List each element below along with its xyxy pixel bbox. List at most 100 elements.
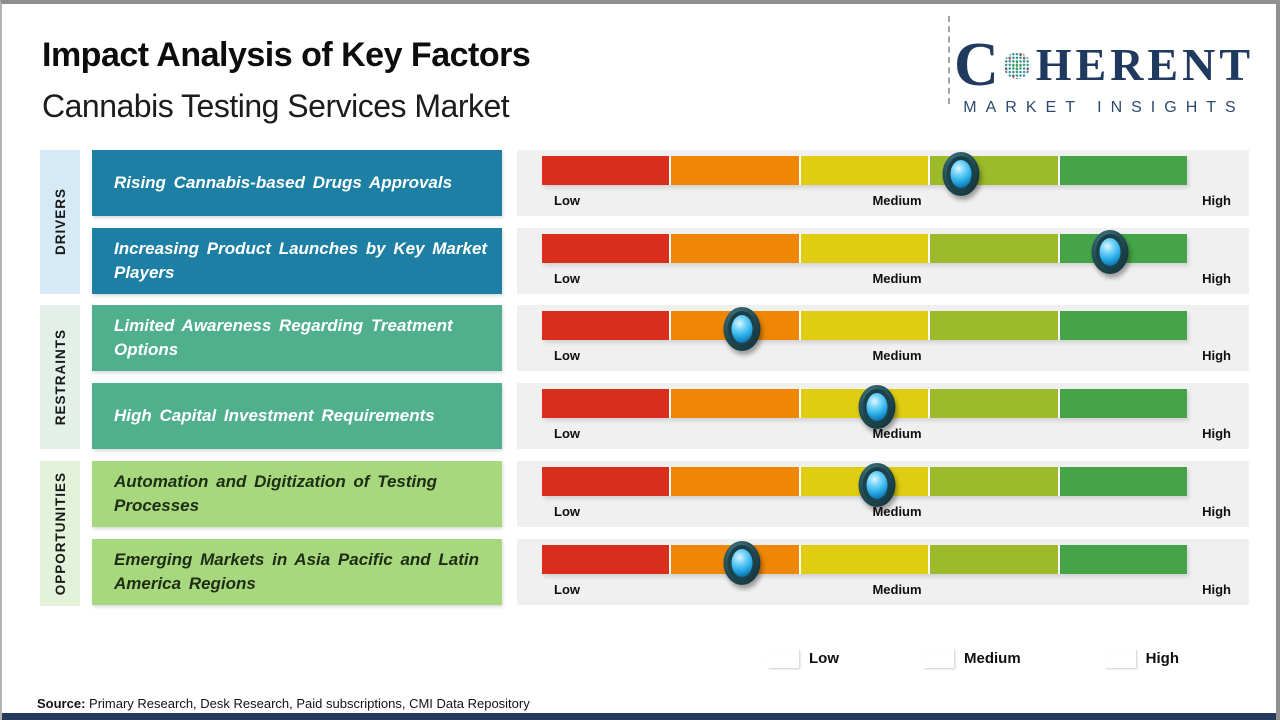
scale-segment	[671, 467, 799, 496]
scale-segment	[542, 311, 670, 340]
group-panel-restraints: RESTRAINTS	[40, 305, 80, 449]
impact-bar	[542, 230, 1188, 274]
tick-high: High	[1202, 348, 1231, 363]
scale-segment	[542, 389, 670, 418]
tick-low: Low	[554, 193, 580, 208]
impact-track: Low Medium High	[517, 539, 1249, 605]
factor-label: High Capital Investment Requirements	[92, 383, 502, 449]
factor-label: Increasing Product Launches by Key Marke…	[92, 228, 502, 294]
impact-track: Low Medium High	[517, 461, 1249, 527]
factor-row: Increasing Product Launches by Key Marke…	[40, 228, 1249, 294]
logo-letter-c: C	[954, 31, 999, 99]
impact-track: Low Medium High	[517, 150, 1249, 216]
tick-medium: Medium	[872, 193, 922, 208]
impact-marker	[942, 152, 980, 196]
impact-marker	[723, 307, 761, 351]
tick-low: Low	[554, 426, 580, 441]
legend-label: High	[1145, 650, 1179, 667]
factor-row: Automation and Digitization of Testing P…	[40, 461, 1249, 527]
legend-label: Low	[809, 650, 839, 667]
scale-segment	[800, 234, 929, 263]
tick-medium: Medium	[872, 582, 922, 597]
tick-medium: Medium	[872, 426, 922, 441]
legend: Low Medium High	[768, 649, 1179, 668]
factor-label: Emerging Markets in Asia Pacific and Lat…	[92, 539, 502, 605]
scale-segment	[930, 311, 1058, 340]
impact-bar	[542, 307, 1188, 351]
tick-high: High	[1202, 504, 1231, 519]
tick-medium: Medium	[872, 271, 922, 286]
tick-high: High	[1202, 271, 1231, 286]
tick-high: High	[1202, 582, 1231, 597]
factor-label: Automation and Digitization of Testing P…	[92, 461, 502, 527]
impact-bar	[542, 541, 1188, 585]
impact-track: Low Medium High	[517, 383, 1249, 449]
legend-item-high: High	[1105, 649, 1179, 668]
page-subtitle: Cannabis Testing Services Market	[42, 88, 510, 124]
tick-medium: Medium	[872, 504, 922, 519]
scale-segment	[1059, 545, 1188, 574]
legend-swatch-high	[1105, 649, 1136, 668]
tick-high: High	[1202, 193, 1231, 208]
impact-chart: DRIVERS RESTRAINTS OPPORTUNITIES Rising …	[40, 150, 1249, 609]
factor-label: Rising Cannabis-based Drugs Approvals	[92, 150, 502, 216]
scale-segment	[542, 467, 670, 496]
tick-low: Low	[554, 504, 580, 519]
legend-item-low: Low	[768, 649, 839, 668]
logo-letters-herent: HERENT	[1035, 39, 1254, 90]
impact-track: Low Medium High	[517, 228, 1249, 294]
source-note: Source: Primary Research, Desk Research,…	[37, 696, 530, 711]
scale-segment	[671, 389, 799, 418]
factor-row: Rising Cannabis-based Drugs Approvals Lo…	[40, 150, 1249, 216]
group-panel-opportunities: OPPORTUNITIES	[40, 461, 80, 606]
impact-bar	[542, 385, 1188, 429]
impact-marker	[723, 541, 761, 585]
source-text: Primary Research, Desk Research, Paid su…	[85, 696, 530, 711]
impact-track: Low Medium High	[517, 305, 1249, 371]
scale-segment	[930, 545, 1058, 574]
scale-segment	[800, 545, 929, 574]
scale-segment	[1059, 389, 1188, 418]
tick-low: Low	[554, 582, 580, 597]
source-label: Source:	[37, 696, 86, 711]
logo-wordmark: C	[954, 34, 1254, 96]
tick-medium: Medium	[872, 348, 922, 363]
factor-row: Emerging Markets in Asia Pacific and Lat…	[40, 539, 1249, 605]
logo-globe-icon	[1003, 52, 1031, 80]
scale-segment	[1059, 156, 1188, 185]
scale-segment	[542, 156, 670, 185]
legend-label: Medium	[964, 650, 1021, 667]
scale-segment	[800, 311, 929, 340]
scale-segment	[930, 389, 1058, 418]
scale-segment	[930, 467, 1058, 496]
scale-segment	[671, 234, 799, 263]
scale-segment	[930, 234, 1058, 263]
legend-swatch-medium	[923, 649, 954, 668]
scale-segment	[800, 156, 929, 185]
impact-marker	[858, 385, 896, 429]
impact-bar	[542, 152, 1188, 196]
logo-divider	[948, 16, 950, 104]
group-panel-drivers: DRIVERS	[40, 150, 80, 294]
scale-segment	[671, 156, 799, 185]
tick-high: High	[1202, 426, 1231, 441]
page-title: Impact Analysis of Key Factors	[42, 36, 531, 74]
impact-marker	[858, 463, 896, 507]
scale-segment	[1059, 311, 1188, 340]
scale-segment	[542, 234, 670, 263]
impact-bar	[542, 463, 1188, 507]
factor-label: Limited Awareness Regarding Treatment Op…	[92, 305, 502, 371]
scale-segment	[542, 545, 670, 574]
legend-item-medium: Medium	[923, 649, 1021, 668]
factor-row: Limited Awareness Regarding Treatment Op…	[40, 305, 1249, 371]
legend-swatch-low	[768, 649, 799, 668]
tick-low: Low	[554, 271, 580, 286]
tick-low: Low	[554, 348, 580, 363]
scale-segment	[1059, 467, 1188, 496]
factor-row: High Capital Investment Requirements Low…	[40, 383, 1249, 449]
bottom-accent-bar	[2, 713, 1276, 720]
brand-logo: C	[954, 34, 1254, 117]
logo-tagline: MARKET INSIGHTS	[963, 99, 1245, 116]
impact-marker	[1091, 230, 1129, 274]
